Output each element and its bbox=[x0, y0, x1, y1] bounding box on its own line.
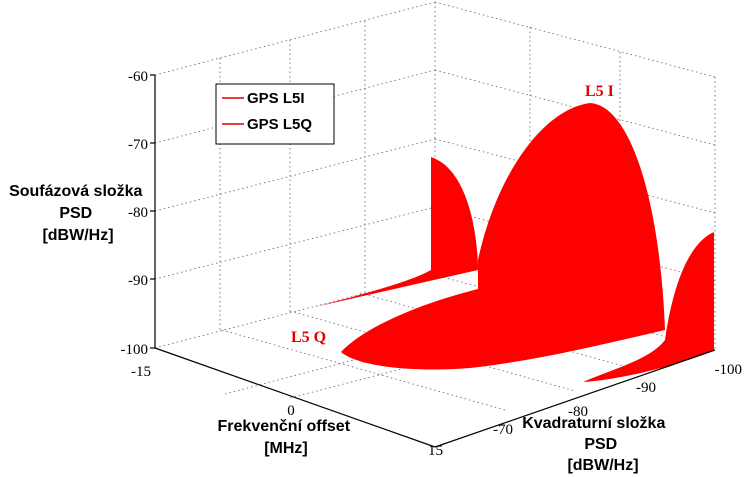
x-tick-label: -100 bbox=[715, 362, 743, 378]
l5i-main-lobe bbox=[478, 103, 665, 330]
z-tick-labels: -60 -70 -80 -90 -100 bbox=[121, 69, 149, 358]
z-axis-label: Soufázová složka PSD [dBW/Hz] bbox=[9, 183, 147, 244]
z-tick-label: -70 bbox=[128, 137, 148, 153]
legend-entry: GPS L5I bbox=[247, 90, 305, 107]
y-tick-label: 0 bbox=[287, 403, 295, 419]
z-tick-label: -90 bbox=[128, 273, 148, 289]
z-tick-label: -60 bbox=[128, 69, 148, 85]
x-axis-label: Kvadraturní složka PSD [dBW/Hz] bbox=[522, 415, 670, 474]
z-tick-label: -80 bbox=[128, 205, 148, 221]
y-tick-labels: -15 0 15 bbox=[131, 364, 443, 459]
x-tick-labels: -70 -80 -90 -100 bbox=[493, 362, 742, 438]
axes bbox=[150, 74, 716, 448]
y-axis-label: Frekvenční offset [MHz] bbox=[218, 418, 355, 457]
annotation-l5i: L5 I bbox=[585, 83, 614, 100]
surface-group bbox=[315, 103, 714, 382]
y-tick-label: -15 bbox=[131, 364, 151, 380]
legend: GPS L5I GPS L5Q bbox=[215, 83, 335, 145]
l5i-right-lobe bbox=[583, 232, 714, 382]
l5q-left-lobe bbox=[315, 157, 478, 307]
x-tick-label: -70 bbox=[493, 422, 513, 438]
legend-entry: GPS L5Q bbox=[247, 116, 312, 133]
y-tick-label: 15 bbox=[428, 443, 443, 459]
z-tick-label: -100 bbox=[121, 342, 149, 358]
x-tick-label: -90 bbox=[636, 380, 656, 396]
annotation-l5q: L5 Q bbox=[291, 329, 326, 346]
x-tick-label: -80 bbox=[568, 404, 588, 420]
